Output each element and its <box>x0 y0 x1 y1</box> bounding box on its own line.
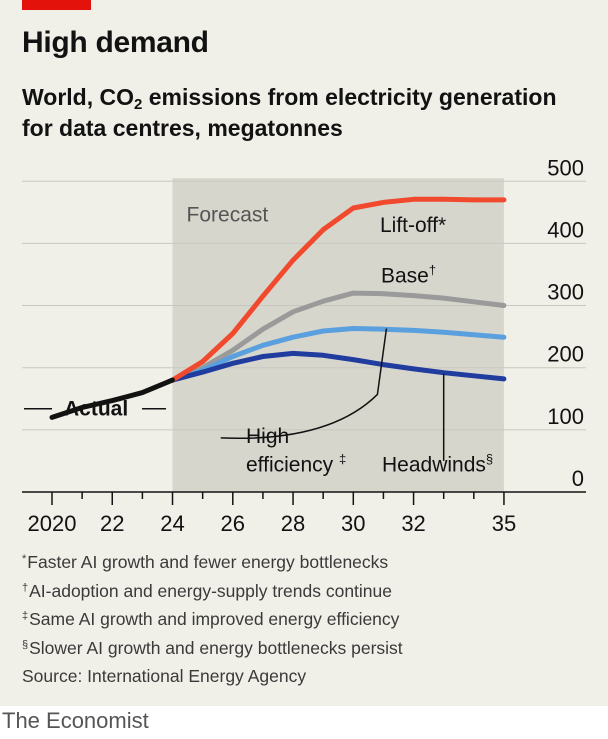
y-tick-label: 0 <box>572 466 584 491</box>
x-tick-label: 2020 <box>28 511 77 536</box>
series-labels: Forecast Actual Lift-off* Base† High efficien… <box>24 203 493 476</box>
y-tick-label: 400 <box>547 217 584 242</box>
subtitle-line-2: for data centres, megatonnes <box>22 115 343 141</box>
x-tick-label: 35 <box>492 511 516 536</box>
footnote-mark: * <box>22 553 27 565</box>
footnote-text: Faster AI growth and fewer energy bottle… <box>27 552 389 572</box>
footnote-mark: ‡ <box>22 610 29 622</box>
x-tick-label: 32 <box>401 511 425 536</box>
series-label-high-efficiency: High <box>246 425 289 448</box>
footnote-mark: † <box>22 581 29 594</box>
footnote-4: §Slower AI growth and energy bottlenecks… <box>22 634 403 663</box>
brand-tag <box>22 0 91 10</box>
leader-line-high-efficiency <box>220 328 388 440</box>
chart-subtitle: World, CO2 emissions from electricity ge… <box>22 82 557 144</box>
footnote-2: †AI-adoption and energy-supply trends co… <box>22 577 403 606</box>
source-note: Source: International Energy Agency <box>22 666 307 686</box>
footnote-text: Slower AI growth and energy bottlenecks … <box>29 637 403 658</box>
footnote-mark: § <box>22 638 29 651</box>
footnotes: *Faster AI growth and fewer energy bottl… <box>22 548 403 691</box>
series-label-high-efficiency: efficiency ‡ <box>246 451 346 476</box>
x-tick-label: 30 <box>341 511 365 536</box>
x-tick-label: 24 <box>160 511 184 536</box>
y-tick-label: 300 <box>547 280 584 305</box>
chart-title: High demand <box>22 26 209 59</box>
subtitle-part: World, CO <box>22 84 135 110</box>
series-line-headwinds <box>170 350 507 383</box>
y-tick-label: 500 <box>547 155 584 180</box>
series-label-liftoff: Lift-off* <box>380 214 446 237</box>
series-line-high_efficiency <box>170 326 507 383</box>
footnote-text: AI-adoption and energy-supply trends con… <box>29 580 393 601</box>
publisher-name: The Economist <box>2 708 149 733</box>
x-axis: 0 100 200 300 400 500 2020 22 24 26 28 30 32 35 <box>22 155 586 536</box>
series-label-headwinds: Headwinds§ <box>382 451 493 476</box>
footnote-1: *Faster AI growth and fewer energy bottl… <box>22 548 403 577</box>
subtitle-part: emissions from electricity generation <box>142 84 557 110</box>
forecast-label: Forecast <box>187 203 269 226</box>
x-tick-label: 26 <box>221 511 245 536</box>
series-line-base <box>170 290 507 383</box>
series-label-base: Base† <box>381 263 436 288</box>
series-line-liftoff <box>170 196 507 383</box>
y-tick-label: 200 <box>547 342 584 367</box>
series-lines <box>49 196 507 420</box>
series-line-actual <box>49 377 175 420</box>
x-tick-label: 22 <box>100 511 124 536</box>
footnote-text: Same AI growth and improved energy effic… <box>29 609 400 629</box>
subtitle-subscript: 2 <box>134 96 143 113</box>
footnote-3: ‡Same AI growth and improved energy effi… <box>22 605 403 634</box>
line-chart: Forecast Actual Lift-off* Base† High efficien… <box>22 155 586 536</box>
series-label-actual: Actual <box>64 398 128 421</box>
x-tick-label: 28 <box>281 511 305 536</box>
chart-card: High demand World, CO2 emissions from el… <box>0 0 608 706</box>
y-tick-label: 100 <box>547 404 584 429</box>
